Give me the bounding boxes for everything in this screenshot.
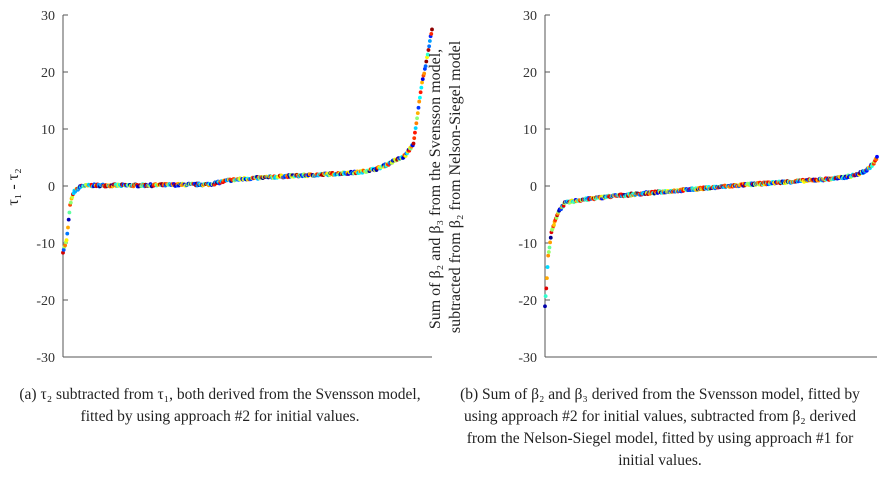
data-point-a [66, 225, 70, 230]
data-point-b [544, 286, 549, 291]
y-axis-label-b: Sum of β₂ and β₃ from the Svensson model… [427, 40, 464, 333]
data-point-a [416, 105, 421, 110]
data-point-a [412, 136, 417, 141]
data-point-b [545, 276, 549, 281]
y-tick-label-a-5: -20 [36, 294, 55, 309]
data-point-a [66, 217, 71, 222]
data-point-b [552, 223, 556, 227]
data-point-b [875, 154, 879, 159]
data-point-a [419, 85, 424, 90]
data-point-b [546, 253, 551, 258]
data-point-a [414, 121, 419, 126]
data-point-b [546, 250, 551, 254]
figure-a: τ₁ - τ₂ 30 20 10 0 -10 -20 -30 (a) τ₂ subtract… [0, 9, 440, 428]
y-tick-label-b-5: -20 [518, 294, 537, 309]
data-point-a [64, 238, 69, 243]
y-tick-label-b-1: 20 [523, 66, 537, 81]
y-axis-label-b-line1: Sum of β₂ and β₃ from the Svensson model… [427, 49, 444, 329]
data-point-a [422, 71, 427, 76]
data-point-a [427, 44, 432, 49]
data-point-a [413, 126, 418, 131]
data-point-a [430, 27, 434, 32]
caption-a-text: (a) τ₂ subtracted from τ₁, both derived … [19, 386, 421, 425]
data-point-a [424, 59, 429, 64]
data-point-b [543, 304, 547, 309]
chart-a: τ₁ - τ₂ 30 20 10 0 -10 -20 -30 [5, 9, 434, 366]
y-tick-label-a-0: 30 [41, 9, 55, 24]
data-point-b [547, 245, 552, 250]
data-point-a [420, 77, 425, 82]
y-tick-label-a-4: -10 [36, 237, 55, 252]
data-point-a [63, 243, 68, 248]
series-points-a [61, 27, 434, 255]
y-tick-label-a-6: -30 [36, 351, 55, 366]
y-tick-label-a-1: 20 [41, 66, 55, 81]
data-point-a [61, 250, 65, 255]
data-point-a [65, 231, 70, 236]
data-point-a [415, 116, 419, 121]
data-point-b [545, 265, 550, 269]
data-point-a [413, 130, 417, 135]
y-axis-label-b-line2: subtracted from β₂ from Nelson-Siegel mo… [447, 40, 464, 333]
data-point-a [420, 80, 424, 85]
data-point-a [418, 95, 422, 100]
data-point-a [427, 39, 432, 43]
data-point-b [548, 235, 553, 240]
caption-a: (a) τ₂ subtracted from τ₁, both derived … [0, 384, 440, 428]
y-tick-label-a-2: 10 [41, 123, 55, 138]
y-tick-label-b-6: -30 [518, 351, 537, 366]
figure-b: Sum of β₂ and β₃ from the Svensson model… [427, 0, 880, 478]
data-point-b [543, 294, 548, 299]
data-point-a [417, 99, 422, 104]
y-axis-label-a: τ₁ - τ₂ [5, 168, 22, 205]
y-tick-label-a-3: 0 [48, 180, 55, 195]
caption-b-text: (b) Sum of β₂ and β₃ derived from the Sv… [460, 386, 860, 469]
data-point-a [423, 64, 428, 69]
data-point-a [418, 90, 423, 95]
series-points-b [543, 154, 879, 309]
y-tick-label-b-0: 30 [523, 9, 537, 24]
data-point-a [68, 200, 73, 205]
data-point-a [411, 141, 416, 146]
data-point-a [429, 31, 434, 36]
data-point-a [61, 247, 66, 252]
data-point-a [415, 111, 420, 116]
data-point-a [67, 210, 72, 215]
y-tick-label-b-2: 10 [523, 123, 537, 138]
data-point-a [425, 52, 430, 57]
data-point-b [548, 240, 553, 245]
chart-b: Sum of β₂ and β₃ from the Svensson model… [427, 9, 879, 366]
y-tick-label-b-3: 0 [530, 180, 537, 195]
y-tick-label-b-4: -10 [518, 237, 537, 252]
data-point-a [426, 48, 431, 52]
caption-b: (b) Sum of β₂ and β₃ derived from the Sv… [440, 384, 880, 472]
